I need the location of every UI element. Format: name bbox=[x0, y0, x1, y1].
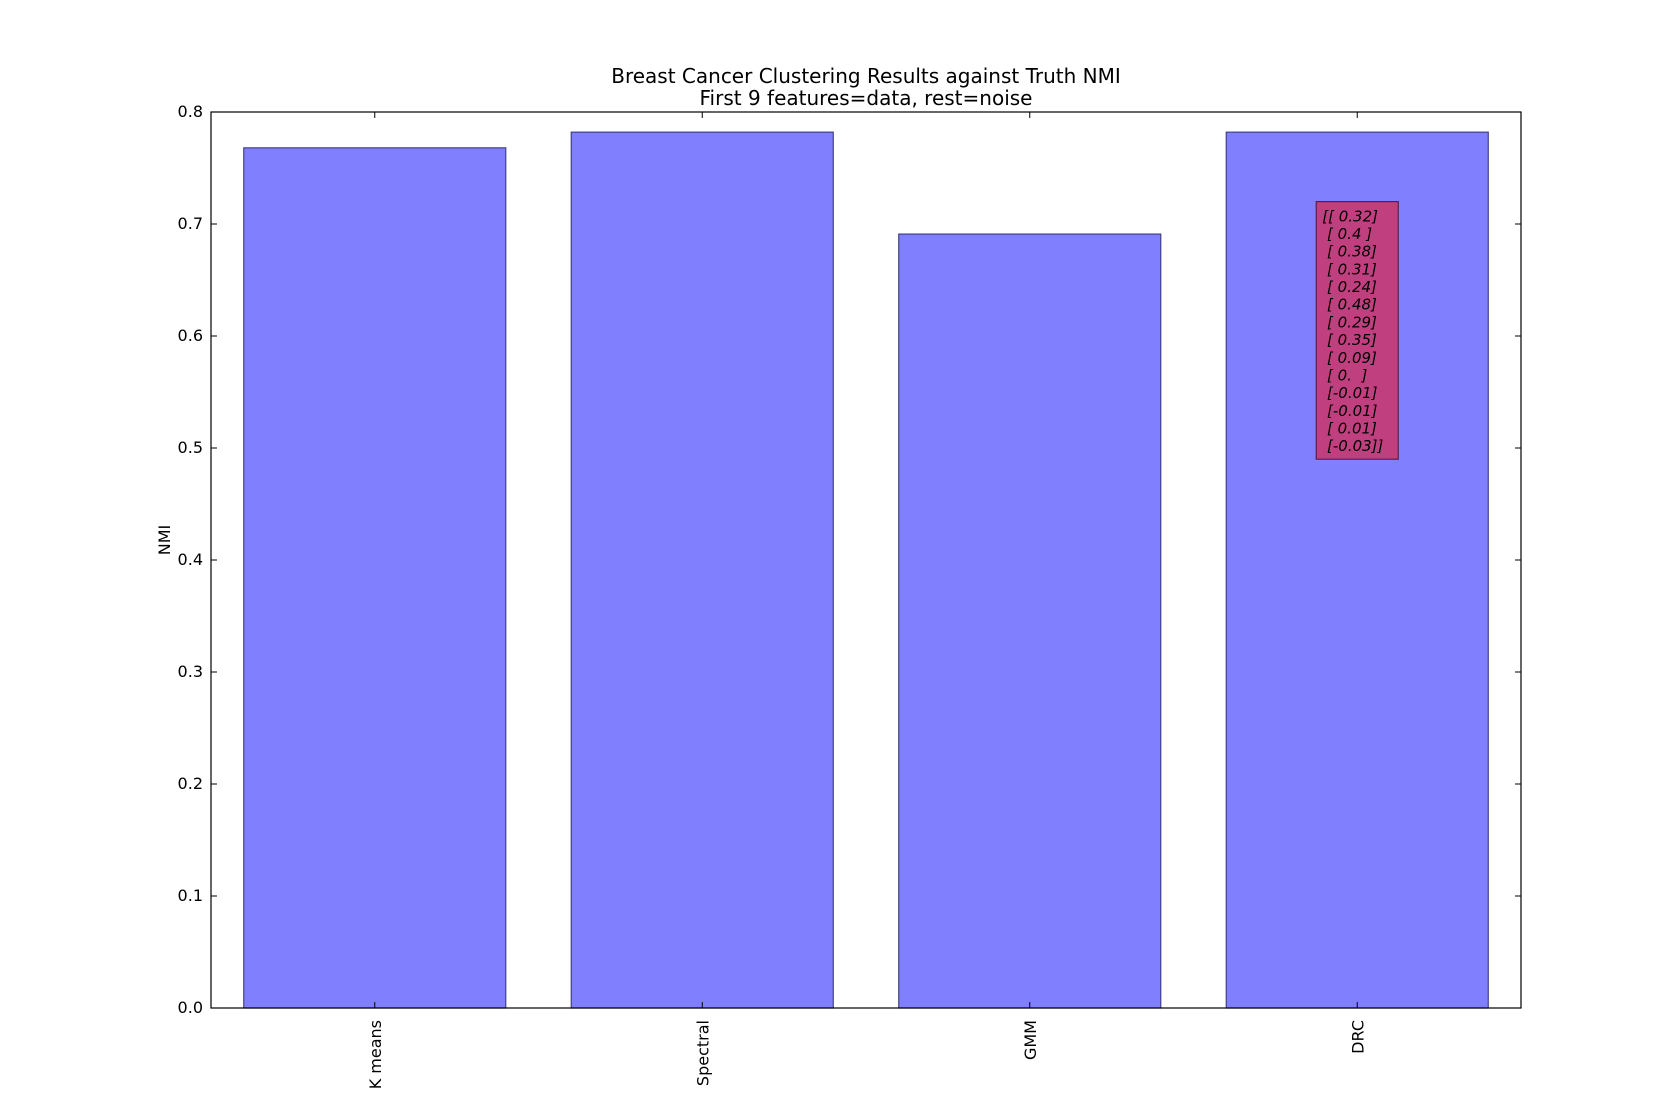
annotation-box bbox=[1315, 201, 1399, 460]
annotation-line: [-0.01] bbox=[1322, 402, 1377, 420]
y-tick-label: 0.0 bbox=[178, 998, 203, 1017]
y-tick-label: 0.1 bbox=[178, 886, 203, 905]
y-tick-label: 0.5 bbox=[178, 438, 203, 457]
x-tick-label: Spectral bbox=[693, 1020, 712, 1086]
bars-layer bbox=[243, 131, 1489, 1009]
annotation-line: [ 0.29] bbox=[1322, 313, 1377, 331]
annotation-line: [ 0.35] bbox=[1322, 331, 1377, 349]
y-tick-label: 0.8 bbox=[178, 102, 203, 121]
y-tick-label: 0.6 bbox=[178, 326, 203, 345]
bar-gmm bbox=[898, 233, 1162, 1009]
y-axis-label: NMI bbox=[155, 525, 174, 556]
y-tick-label: 0.3 bbox=[178, 662, 203, 681]
y-tick-label: 0.7 bbox=[178, 214, 203, 233]
chart-subtitle: First 9 features=data, rest=noise bbox=[700, 86, 1033, 110]
x-tick-label: K means bbox=[366, 1020, 385, 1089]
annotation-line: [ 0.38] bbox=[1322, 243, 1377, 261]
annotation-line: [ 0.48] bbox=[1322, 296, 1377, 314]
y-tick-label: 0.4 bbox=[178, 550, 203, 569]
annotation-line: [ 0.01] bbox=[1322, 420, 1377, 438]
annotation-line: [ 0.4 ] bbox=[1322, 225, 1372, 243]
annotation-line: [ 0. ] bbox=[1322, 366, 1367, 384]
annotation-layer: [[ 0.32] [ 0.4 ] [ 0.38] [ 0.31] [ 0.24]… bbox=[1315, 201, 1399, 460]
annotation-line: [-0.03]] bbox=[1322, 437, 1383, 455]
annotation-line: [ 0.24] bbox=[1322, 278, 1377, 296]
bar-k-means bbox=[243, 147, 507, 1009]
chart-title: Breast Cancer Clustering Results against… bbox=[611, 64, 1121, 88]
x-tick-label: DRC bbox=[1348, 1020, 1367, 1054]
bar-spectral bbox=[570, 131, 834, 1009]
annotation-line: [[ 0.32] bbox=[1322, 207, 1378, 225]
x-tick-label: GMM bbox=[1021, 1020, 1040, 1060]
ticks-layer: K means Spectral GMM DRC 0.0 0.1 0.2 0.3 0.4 0.5 0… bbox=[178, 102, 1521, 1089]
y-tick-label: 0.2 bbox=[178, 774, 203, 793]
annotation-line: [ 0.31] bbox=[1322, 260, 1377, 278]
annotation-line: [ 0.09] bbox=[1322, 349, 1377, 367]
annotation-line: [-0.01] bbox=[1322, 384, 1377, 402]
